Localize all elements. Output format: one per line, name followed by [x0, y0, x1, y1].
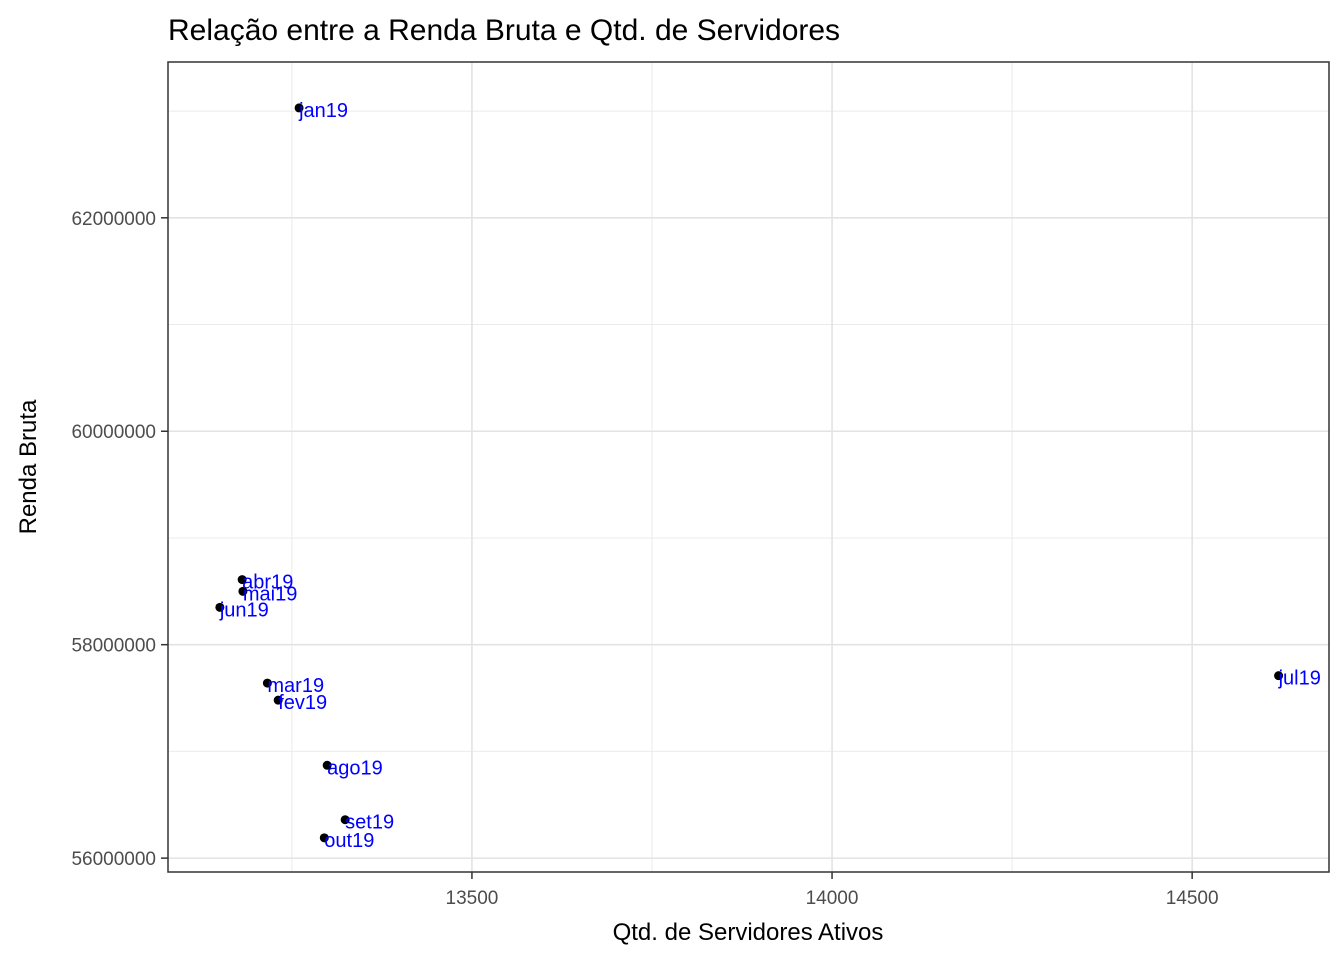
data-point [215, 602, 225, 612]
major-grid [168, 62, 1329, 872]
y-tick-label: 62000000 [71, 209, 156, 230]
x-tick-label: 14500 [1166, 888, 1219, 909]
y-tick-label: 56000000 [71, 849, 156, 870]
data-point [322, 760, 332, 770]
data-point [273, 695, 283, 705]
plot-panel-border [167, 61, 1330, 873]
data-point [262, 678, 272, 688]
data-label: abr19 [242, 572, 293, 594]
data-point [238, 586, 248, 596]
data-point [237, 575, 247, 585]
x-axis: 13500 14000 14500 [446, 872, 1219, 909]
y-axis-title: Renda Bruta [15, 399, 42, 534]
y-tick-label: 58000000 [71, 636, 156, 657]
x-tick-label: 13500 [446, 888, 499, 909]
data-label: ago19 [327, 757, 383, 779]
data-label: out19 [324, 830, 374, 852]
data-label: fev19 [278, 692, 327, 714]
y-tick-label: 60000000 [71, 422, 156, 443]
chart-title: Relação entre a Renda Bruta e Qtd. de Se… [168, 14, 840, 47]
x-tick-label: 14000 [806, 888, 859, 909]
data-label: set19 [345, 812, 394, 834]
data-label: jan19 [298, 100, 348, 122]
data-point [294, 103, 304, 113]
data-label: jul19 [1278, 668, 1321, 690]
x-axis-title: Qtd. de Servidores Ativos [613, 919, 884, 946]
y-axis: 56000000 58000000 60000000 62000000 [71, 209, 168, 870]
data-label: mar19 [267, 675, 324, 697]
data-label: mai19 [243, 583, 297, 605]
minor-grid [168, 62, 1329, 872]
data-points [215, 103, 1284, 843]
data-point [319, 833, 329, 843]
data-point [1274, 671, 1284, 681]
data-label: jun19 [219, 599, 269, 621]
data-point [340, 815, 350, 825]
